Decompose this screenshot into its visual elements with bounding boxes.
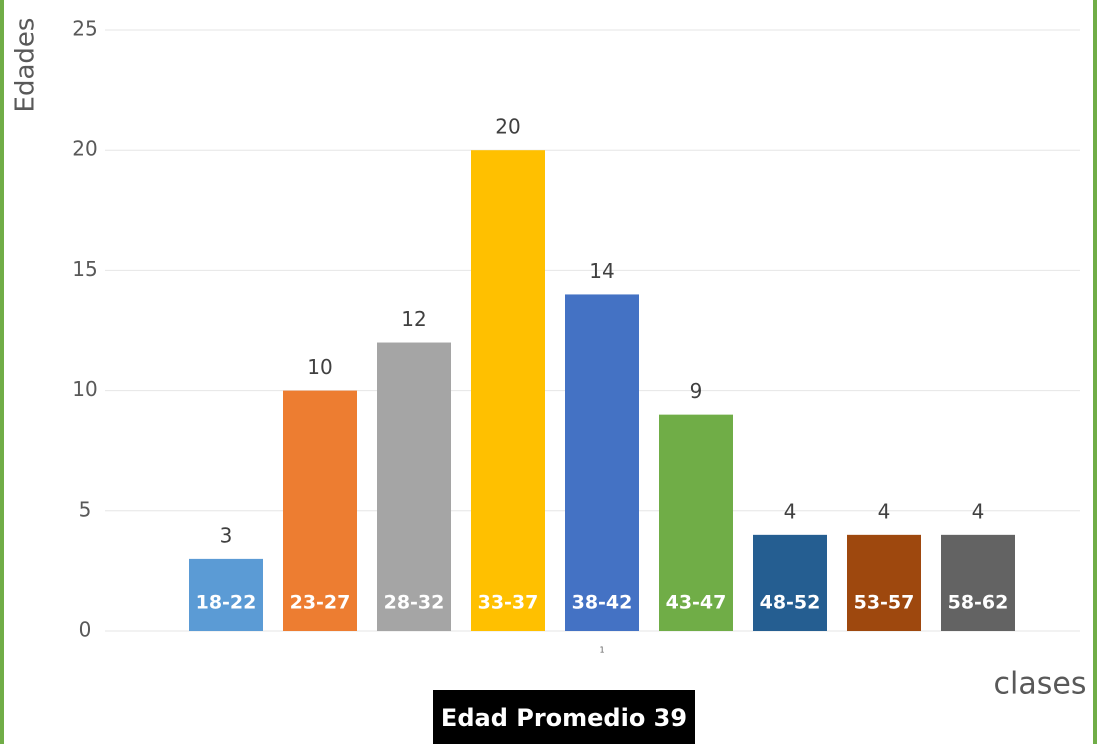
bar-name-label: 43-47 xyxy=(666,592,727,614)
y-tick-label: 10 xyxy=(72,377,97,401)
y-tick-label: 15 xyxy=(72,257,97,281)
value-label: 4 xyxy=(972,499,985,523)
y-axis-label: Edades xyxy=(11,18,41,113)
value-label: 10 xyxy=(307,355,332,379)
bar-name-label: 58-62 xyxy=(948,592,1009,614)
bar xyxy=(941,534,1015,631)
bar xyxy=(659,414,733,631)
bar xyxy=(377,342,451,631)
bar-name-label: 33-37 xyxy=(478,592,539,614)
annotation: Edad Promedio 39 xyxy=(441,704,687,732)
bar xyxy=(753,534,827,631)
x-axis-label: clases xyxy=(994,667,1087,702)
bar xyxy=(189,558,263,631)
frame-right xyxy=(1093,0,1097,744)
bar-name-label: 23-27 xyxy=(290,592,351,614)
bar xyxy=(565,294,639,631)
bar-name-label: 28-32 xyxy=(384,592,445,614)
value-label: 12 xyxy=(401,307,426,331)
y-tick-label: 5 xyxy=(79,497,92,521)
value-label: 20 xyxy=(495,115,520,139)
bar-name-label: 38-42 xyxy=(572,592,633,614)
y-tick-label: 0 xyxy=(79,618,92,642)
value-label: 4 xyxy=(784,499,797,523)
bar xyxy=(283,390,357,631)
annotation-box xyxy=(433,690,695,744)
bar-name-label: 18-22 xyxy=(196,592,257,614)
y-tick-label: 20 xyxy=(72,137,97,161)
frame-left xyxy=(0,0,4,744)
value-label: 3 xyxy=(220,523,233,547)
x-tick-label: 1 xyxy=(599,646,604,655)
y-tick-label: 25 xyxy=(72,17,97,41)
bar xyxy=(847,534,921,631)
value-label: 4 xyxy=(878,499,891,523)
bar xyxy=(471,150,545,631)
value-label: 14 xyxy=(589,259,614,283)
bar-name-label: 48-52 xyxy=(760,592,821,614)
bar-name-label: 53-57 xyxy=(854,592,915,614)
value-label: 9 xyxy=(690,379,703,403)
